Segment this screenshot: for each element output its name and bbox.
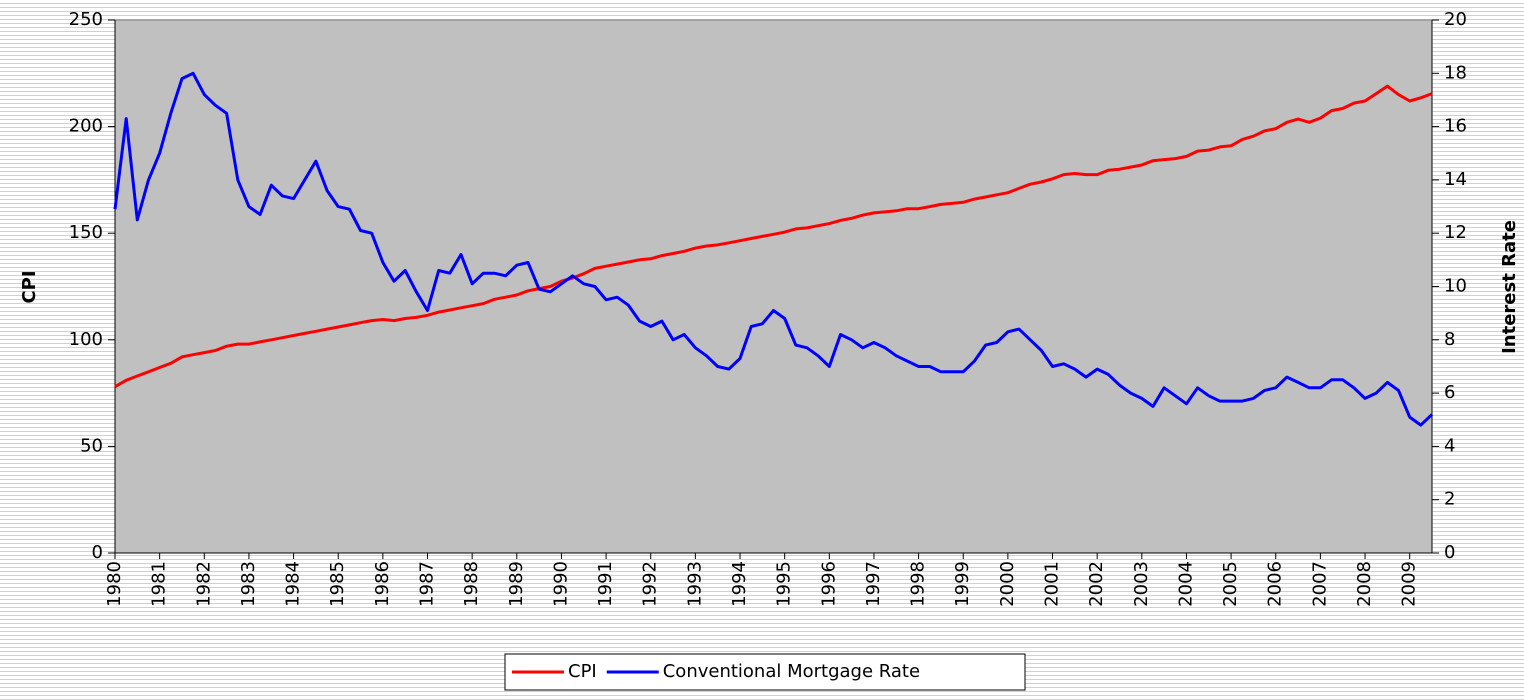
y2-tick-label: 4: [1444, 435, 1455, 456]
x-tick-label: 1998: [908, 561, 929, 607]
x-tick-label: 1983: [238, 561, 259, 607]
x-tick-label: 1985: [327, 561, 348, 607]
x-tick-label: 1992: [640, 561, 661, 607]
y2-tick-label: 12: [1444, 222, 1467, 243]
x-tick-label: 2003: [1131, 561, 1152, 607]
x-tick-label: 1994: [729, 561, 750, 607]
x-tick-label: 2008: [1354, 561, 1375, 607]
y-tick-label: 200: [69, 116, 103, 137]
x-tick-label: 1990: [550, 561, 571, 607]
y-tick-label: 100: [69, 329, 103, 350]
x-tick-label: 1982: [193, 561, 214, 607]
x-tick-label: 2009: [1399, 561, 1420, 607]
y2-tick-label: 14: [1444, 169, 1467, 190]
y2-tick-label: 18: [1444, 62, 1467, 83]
y2-tick-label: 6: [1444, 382, 1455, 403]
x-tick-label: 2001: [1042, 561, 1063, 607]
y2-tick-label: 0: [1444, 542, 1455, 563]
x-tick-label: 1988: [461, 561, 482, 607]
x-tick-label: 1980: [104, 561, 125, 607]
x-tick-label: 1989: [506, 561, 527, 607]
legend-label: CPI: [568, 661, 597, 682]
x-tick-label: 1991: [595, 561, 616, 607]
y2-tick-label: 2: [1444, 489, 1455, 510]
y-axis-label: CPI: [19, 270, 40, 303]
y2-tick-label: 20: [1444, 9, 1467, 30]
y-tick-label: 250: [69, 9, 103, 30]
legend-box: [504, 653, 1026, 691]
y-tick-label: 0: [92, 542, 103, 563]
x-tick-label: 1999: [952, 561, 973, 607]
series-line: [113, 71, 1434, 427]
y2-axis-label: Interest Rate: [1499, 220, 1520, 354]
y-tick-label: 150: [69, 222, 103, 243]
x-tick-label: 1995: [774, 561, 795, 607]
x-tick-label: 2007: [1309, 561, 1330, 607]
x-tick-label: 2002: [1086, 561, 1107, 607]
x-tick-label: 2006: [1265, 561, 1286, 607]
x-tick-label: 1987: [417, 561, 438, 607]
y2-tick-label: 10: [1444, 276, 1467, 297]
y2-tick-label: 16: [1444, 116, 1467, 137]
y2-tick-label: 8: [1444, 329, 1455, 350]
x-tick-label: 1996: [818, 561, 839, 607]
x-tick-label: 2005: [1220, 561, 1241, 607]
x-tick-label: 1997: [863, 561, 884, 607]
x-tick-label: 1986: [372, 561, 393, 607]
x-tick-label: 1993: [684, 561, 705, 607]
x-tick-label: 1984: [283, 561, 304, 607]
legend-label: Conventional Mortgage Rate: [663, 661, 920, 682]
plot-area: [114, 19, 1433, 554]
x-tick-label: 2000: [997, 561, 1018, 607]
x-tick-label: 1981: [149, 561, 170, 607]
series-line: [114, 84, 1433, 389]
y-tick-label: 50: [80, 435, 103, 456]
x-tick-label: 2004: [1175, 561, 1196, 607]
